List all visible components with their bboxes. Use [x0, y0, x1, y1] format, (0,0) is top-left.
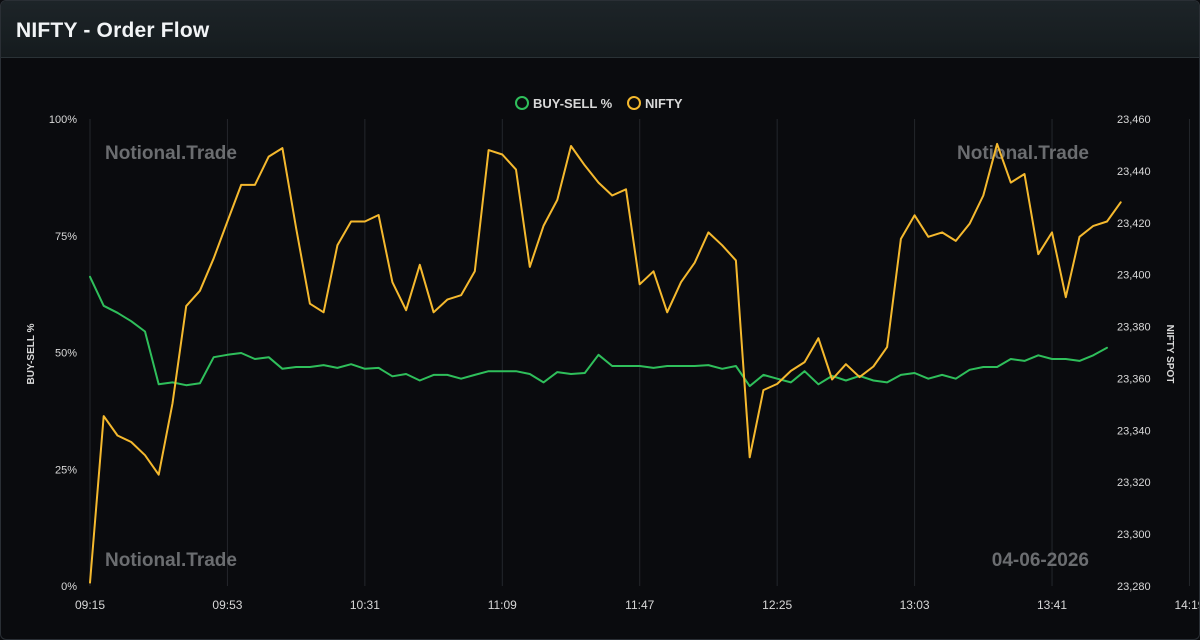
- buy-sell-series-line[interactable]: [89, 275, 1108, 388]
- x-tick-label: 10:31: [350, 598, 380, 612]
- legend-label-nifty: NIFTY: [645, 96, 683, 111]
- watermark-top-left: Notional.Trade: [105, 143, 237, 164]
- y-left-axis-title: BUY-SELL %: [26, 323, 37, 384]
- watermark-bottom-left: Notional.Trade: [105, 550, 237, 571]
- panel-title: NIFTY - Order Flow: [16, 19, 210, 42]
- chart-area: Notional.Trade Notional.Trade Notional.T…: [1, 58, 1199, 639]
- y-right-tick-label: 23,280: [1117, 581, 1151, 593]
- y-left-tick-label: 0%: [61, 581, 77, 593]
- grid-lines: [89, 119, 1190, 586]
- order-flow-chart: Notional.Trade Notional.Trade Notional.T…: [26, 96, 1199, 612]
- y-left-tick-label: 50%: [55, 348, 77, 360]
- panel-header: NIFTY - Order Flow: [1, 1, 1199, 58]
- x-tick-label: 13:41: [1037, 598, 1067, 612]
- axes: 09:15 09:53 10:31 11:09 11:47 12:25 13:03 13:41…: [49, 114, 1199, 612]
- y-left-tick-label: 25%: [55, 464, 77, 476]
- y-right-tick-label: 23,460: [1117, 114, 1151, 126]
- y-right-tick-label: 23,300: [1117, 529, 1151, 541]
- legend-label-buy-sell: BUY-SELL %: [533, 96, 613, 111]
- nifty-series-line[interactable]: [89, 142, 1122, 584]
- y-right-tick-label: 23,360: [1117, 373, 1151, 385]
- y-right-tick-label: 23,400: [1117, 270, 1151, 282]
- y-right-tick-label: 23,380: [1117, 322, 1151, 334]
- x-tick-label: 13:03: [900, 598, 930, 612]
- x-tick-label: 11:47: [625, 598, 654, 612]
- y-right-tick-label: 23,420: [1117, 218, 1151, 230]
- x-tick-label: 12:25: [762, 598, 792, 612]
- watermark-top-right: Notional.Trade: [957, 143, 1089, 164]
- y-right-axis-title: NIFTY SPOT: [1164, 325, 1175, 384]
- x-tick-label: 09:15: [75, 598, 105, 612]
- y-right-tick-label: 23,440: [1117, 166, 1151, 178]
- legend-marker-buy-sell-icon: [515, 96, 529, 110]
- legend-marker-nifty-icon: [627, 96, 641, 110]
- watermarks: Notional.Trade Notional.Trade Notional.T…: [105, 143, 1089, 571]
- legend-item-buy-sell[interactable]: BUY-SELL %: [515, 96, 613, 111]
- x-tick-label: 14:19: [1174, 598, 1199, 612]
- y-right-tick-label: 23,320: [1117, 477, 1151, 489]
- series-lines: [89, 142, 1122, 584]
- y-right-tick-label: 23,340: [1117, 425, 1151, 437]
- legend-item-nifty[interactable]: NIFTY: [627, 96, 683, 111]
- y-left-tick-label: 75%: [55, 231, 77, 243]
- y-left-tick-label: 100%: [49, 114, 77, 126]
- x-tick-label: 11:09: [488, 598, 517, 612]
- legend: BUY-SELL % NIFTY: [515, 96, 683, 111]
- x-tick-label: 09:53: [212, 598, 242, 612]
- watermark-bottom-right: 04-06-2026: [992, 550, 1089, 571]
